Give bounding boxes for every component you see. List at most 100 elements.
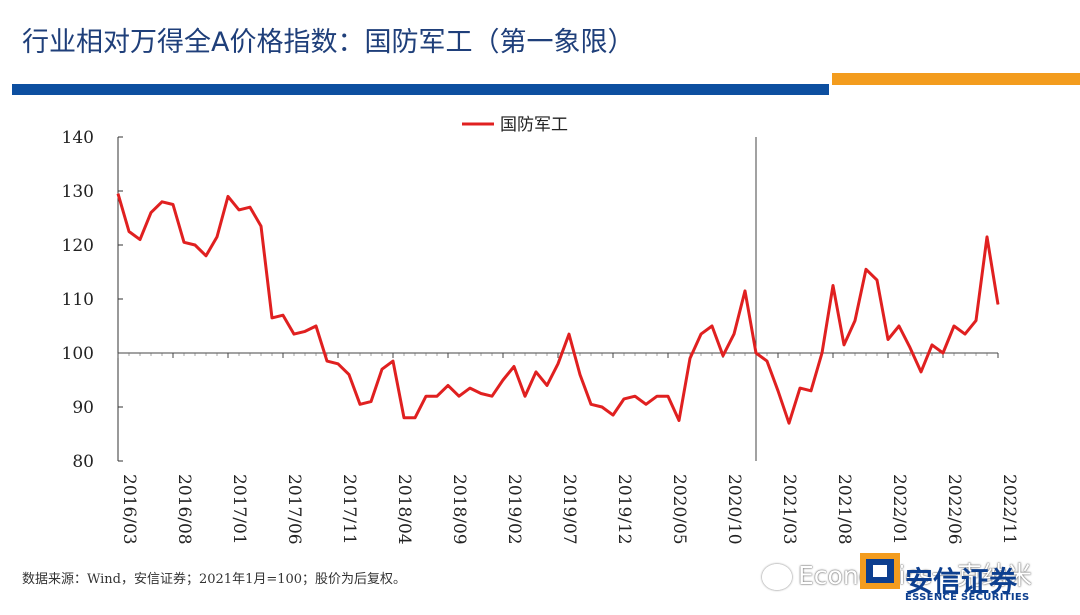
x-tick-label: 2020/05	[669, 474, 689, 545]
data-point	[898, 325, 900, 327]
y-tick-label: 100	[62, 344, 94, 364]
data-point	[205, 255, 207, 257]
data-point	[194, 244, 196, 246]
wechat-icon	[762, 564, 792, 590]
plot-area	[116, 137, 1000, 461]
x-tick-label: 2017/11	[339, 474, 359, 545]
data-point	[821, 352, 823, 354]
data-point	[172, 204, 174, 205]
data-point	[502, 379, 504, 381]
x-tick-label: 2017/06	[284, 474, 304, 545]
x-tick-label: 2018/04	[394, 474, 414, 545]
data-point	[876, 279, 878, 281]
data-point	[733, 333, 735, 335]
x-tick-label: 2018/09	[449, 474, 469, 545]
data-point	[865, 268, 867, 270]
x-tick-label: 2016/03	[119, 474, 139, 545]
data-point	[766, 360, 768, 362]
data-point	[161, 201, 163, 203]
watermark-text: Economics一克纳米	[798, 561, 1033, 590]
data-point	[744, 290, 746, 292]
legend: 国防军工	[462, 115, 568, 135]
data-point	[392, 360, 394, 362]
x-tick-label: 2022/01	[889, 474, 909, 545]
data-point	[942, 352, 944, 354]
data-point	[425, 395, 427, 397]
data-point	[337, 363, 339, 365]
data-point	[491, 395, 493, 397]
data-point	[238, 209, 240, 211]
data-point	[326, 360, 328, 362]
data-point	[601, 406, 603, 408]
data-point	[458, 395, 460, 397]
data-point	[139, 239, 141, 241]
data-point	[722, 355, 724, 357]
data-point	[953, 325, 955, 327]
brand-logo-cn: 安信证券	[905, 565, 1018, 598]
x-tick-label: 2019/02	[504, 474, 524, 545]
data-point	[755, 352, 757, 354]
data-point	[249, 206, 251, 208]
data-point	[799, 387, 801, 389]
data-point	[304, 330, 306, 332]
series-line-guofang-jungong	[116, 193, 1000, 425]
data-point	[656, 395, 658, 397]
brand-logo-en: ESSENCE SECURITIES	[905, 592, 1030, 603]
data-point	[469, 387, 471, 389]
data-point	[513, 366, 515, 367]
data-point	[183, 241, 185, 243]
data-point	[975, 320, 977, 322]
data-point	[524, 395, 526, 397]
data-point	[920, 371, 922, 373]
data-point	[667, 395, 669, 397]
line-chart: 80 90 100 110 120 130 140 2016/03 2016/08 2017/0…	[62, 115, 1019, 545]
x-tick-label: 2019/07	[559, 474, 579, 545]
data-point	[678, 420, 680, 421]
data-point	[260, 225, 262, 227]
data-point	[128, 231, 130, 232]
header-divider-blue	[12, 84, 829, 95]
data-point	[700, 333, 702, 335]
data-point	[117, 193, 119, 195]
data-point	[535, 371, 537, 373]
data-point	[370, 401, 372, 403]
data-point	[634, 395, 636, 397]
legend-label: 国防军工	[500, 115, 568, 135]
y-axis: 80 90 100 110 120 130 140	[62, 128, 123, 472]
y-tick-label: 90	[72, 398, 94, 418]
data-point	[909, 347, 911, 349]
data-point	[271, 317, 273, 319]
data-point	[623, 398, 625, 400]
data-point	[568, 333, 570, 335]
data-point	[832, 285, 834, 286]
x-tick-label: 2021/08	[834, 474, 854, 545]
x-tick-label: 2016/08	[174, 474, 194, 545]
y-tick-label: 80	[72, 452, 94, 472]
data-point	[997, 303, 999, 305]
data-point	[843, 344, 845, 346]
x-tick-label: 2019/12	[614, 474, 634, 545]
data-point	[436, 395, 438, 397]
y-tick-label: 120	[62, 236, 94, 256]
data-point	[986, 236, 988, 238]
data-point	[711, 325, 713, 327]
data-point	[612, 414, 614, 416]
data-point	[810, 390, 812, 392]
header-divider-orange	[832, 73, 1080, 85]
data-point	[414, 417, 416, 419]
data-point	[854, 320, 856, 322]
y-tick-label: 140	[62, 128, 94, 148]
x-axis: 2016/03 2016/08 2017/01 2017/06 2017/11 2018/…	[117, 352, 1019, 545]
data-point	[579, 374, 581, 376]
x-tick-label: 2020/10	[724, 474, 744, 545]
source-note: 数据来源：Wind，安信证券；2021年1月=100；股价为后复权。	[22, 572, 407, 587]
data-point	[546, 384, 548, 386]
data-point	[381, 368, 383, 370]
y-tick-label: 110	[62, 290, 94, 310]
data-point	[931, 344, 933, 346]
x-tick-label: 2022/06	[944, 474, 964, 545]
page-title: 行业相对万得全A价格指数：国防军工（第一象限）	[22, 27, 635, 58]
data-point	[645, 403, 647, 405]
x-tick-label: 2021/03	[779, 474, 799, 545]
data-point	[689, 357, 691, 359]
